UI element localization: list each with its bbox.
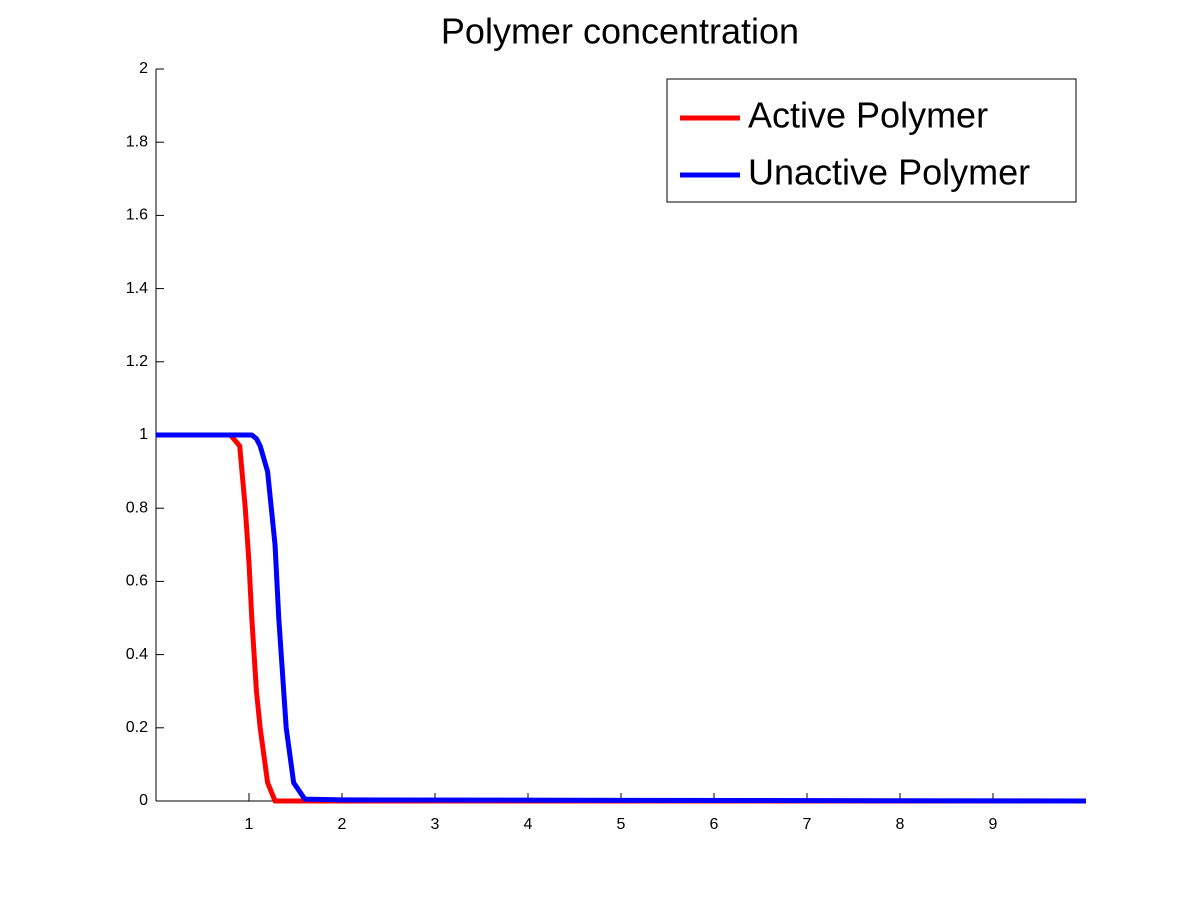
legend-label: Unactive Polymer [748,152,1030,193]
legend-box [666,78,1077,203]
x-tick-label: 9 [989,816,998,833]
y-tick-label: 1.6 [126,207,148,224]
y-tick-label: 1.8 [126,133,148,150]
series-line [156,432,1087,804]
x-tick-label: 8 [896,816,905,833]
series-line [156,432,1086,804]
y-tick-label: 0.6 [126,573,148,590]
x-tick-label: 4 [524,816,533,833]
x-tick-label: 5 [617,816,626,833]
x-tick-label: 6 [710,816,719,833]
y-tick-label: 0 [139,792,148,809]
x-tick-label: 2 [338,816,347,833]
x-tick-label: 1 [245,816,254,833]
x-tick-label: 3 [431,816,440,833]
y-tick-label: 1 [139,426,148,443]
y-tick-label: 0.8 [126,499,148,516]
chart-title: Polymer concentration [441,11,799,52]
y-tick-label: 0.4 [126,646,148,663]
y-tick-label: 1.2 [126,353,148,370]
y-tick-label: 0.2 [126,719,148,736]
y-tick-label: 1.4 [126,280,148,297]
y-tick-label: 2 [139,60,148,77]
x-tick-label: 7 [803,816,812,833]
legend-label: Active Polymer [748,95,988,136]
